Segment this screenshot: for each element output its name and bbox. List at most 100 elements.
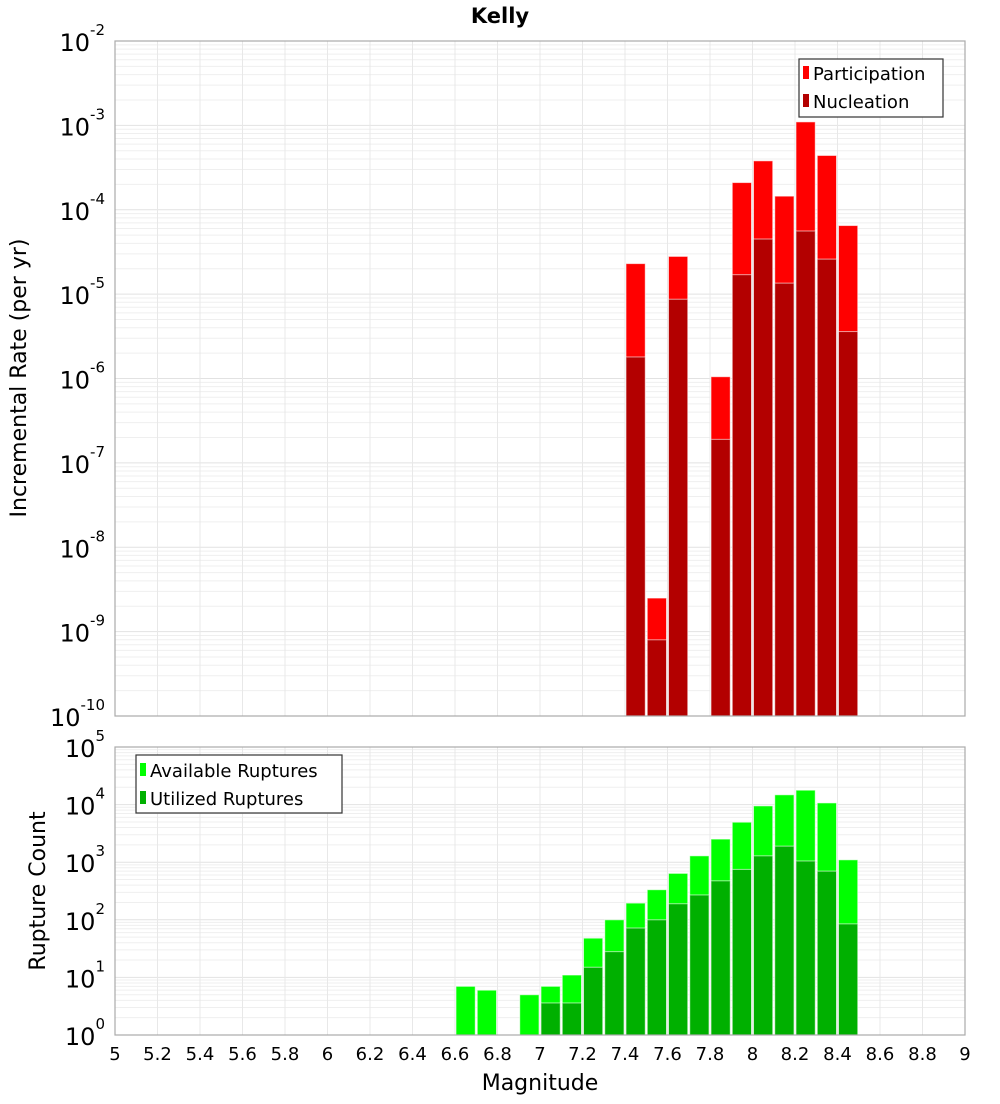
bar-nucleation: [838, 331, 859, 717]
y-tick-label: 10-8: [59, 527, 105, 563]
legend-swatch-available: [140, 763, 146, 776]
y-tick-base: 10: [59, 451, 90, 479]
plot-border: [114, 746, 966, 1036]
y-tick-base: 10: [65, 735, 96, 763]
x-tick-label: 5.2: [143, 1044, 172, 1065]
y-axis-label-bottom: Rupture Count: [26, 811, 51, 971]
x-tick-label: 5: [109, 1044, 120, 1065]
y-tick-label: 10-6: [59, 359, 105, 395]
x-tick-label: 5.4: [186, 1044, 215, 1065]
y-tick-exponent: 2: [95, 900, 105, 918]
x-tick-label: 8.8: [908, 1044, 937, 1065]
bar-utilized-ruptures: [753, 855, 774, 1036]
x-tick-label: 7.4: [611, 1044, 640, 1065]
bar-utilized-ruptures: [774, 845, 795, 1036]
y-tick-base: 10: [59, 198, 90, 226]
bar-utilized-ruptures: [540, 1002, 561, 1036]
y-tick-label: 10-2: [59, 21, 105, 57]
bar-utilized-ruptures: [731, 868, 752, 1036]
legend-label-available: Available Ruptures: [150, 761, 318, 782]
legend-top: Participation Nucleation: [798, 58, 944, 118]
legend-bottom: Available Ruptures Utilized Ruptures: [135, 754, 343, 814]
bar-utilized-ruptures: [838, 923, 859, 1036]
y-tick-exponent: -3: [90, 105, 105, 123]
bar-utilized-ruptures: [583, 966, 604, 1036]
y-tick-label: 101: [65, 957, 105, 993]
y-tick-base: 10: [65, 965, 96, 993]
y-tick-base: 10: [59, 620, 90, 648]
y-tick-exponent: 1: [95, 957, 105, 975]
y-tick-label: 10-9: [59, 612, 105, 648]
bar-nucleation: [668, 298, 689, 717]
y-tick-exponent: -4: [90, 190, 105, 208]
y-tick-label: 100: [65, 1015, 105, 1051]
y-tick-label: 10-5: [59, 274, 105, 310]
x-tick-label: 5.6: [228, 1044, 257, 1065]
legend-label-utilized: Utilized Ruptures: [150, 789, 303, 810]
bar-available-ruptures: [519, 994, 540, 1036]
x-tick-label: 6.8: [483, 1044, 512, 1065]
y-tick-exponent: -9: [90, 612, 105, 630]
y-tick-base: 10: [59, 282, 90, 310]
x-tick-label: 8.2: [781, 1044, 810, 1065]
y-tick-exponent: -8: [90, 527, 105, 545]
x-tick-label: 6: [322, 1044, 333, 1065]
y-tick-label: 102: [65, 900, 105, 936]
x-tick-label: 8.4: [823, 1044, 852, 1065]
legend-label-nucleation: Nucleation: [813, 92, 909, 113]
y-tick-base: 10: [65, 793, 96, 821]
y-tick-label: 103: [65, 842, 105, 878]
bar-utilized-ruptures: [795, 860, 816, 1036]
y-tick-label: 10-10: [50, 696, 105, 732]
y-tick-base: 10: [59, 113, 90, 141]
bar-utilized-ruptures: [668, 903, 689, 1036]
y-tick-base: 10: [59, 29, 90, 57]
bar-utilized-ruptures: [646, 919, 667, 1036]
x-tick-label: 6.6: [441, 1044, 470, 1065]
bar-nucleation: [774, 282, 795, 717]
y-tick-exponent: 4: [95, 785, 105, 803]
bar-utilized-ruptures: [561, 1002, 582, 1036]
y-tick-exponent: 5: [95, 727, 105, 745]
y-tick-label: 10-4: [59, 190, 105, 226]
bar-utilized-ruptures: [625, 927, 646, 1036]
plot-border: [114, 40, 966, 717]
x-tick-label: 8: [747, 1044, 758, 1065]
legend-swatch-nucleation: [803, 94, 809, 107]
x-tick-label: 8.6: [866, 1044, 895, 1065]
legend-swatch-participation: [803, 66, 809, 79]
y-tick-base: 10: [65, 850, 96, 878]
y-tick-exponent: -6: [90, 359, 105, 377]
x-tick-label: 9: [959, 1044, 970, 1065]
x-tick-label: 6.4: [398, 1044, 427, 1065]
y-tick-label: 105: [65, 727, 105, 763]
legend-swatch-utilized: [140, 791, 146, 804]
y-tick-exponent: -7: [90, 443, 105, 461]
y-tick-base: 10: [59, 367, 90, 395]
bar-nucleation: [731, 274, 752, 717]
bar-nucleation: [625, 356, 646, 717]
y-tick-label: 10-7: [59, 443, 105, 479]
x-axis-label: Magnitude: [482, 1071, 599, 1096]
y-tick-label: 104: [65, 785, 105, 821]
x-tick-label: 7: [534, 1044, 545, 1065]
bar-nucleation: [795, 230, 816, 717]
y-tick-base: 10: [65, 908, 96, 936]
bar-utilized-ruptures: [816, 870, 837, 1036]
y-axis-label-top: Incremental Rate (per yr): [7, 239, 32, 518]
bar-nucleation: [753, 238, 774, 717]
bar-available-ruptures: [476, 989, 497, 1036]
y-tick-exponent: 0: [95, 1015, 105, 1033]
y-tick-base: 10: [50, 704, 81, 732]
y-tick-exponent: -2: [90, 21, 105, 39]
bar-available-ruptures: [455, 985, 476, 1036]
x-tick-label: 6.2: [356, 1044, 385, 1065]
y-tick-base: 10: [65, 1023, 96, 1051]
bar-utilized-ruptures: [604, 951, 625, 1036]
bar-nucleation: [710, 438, 731, 717]
x-tick-label: 5.8: [271, 1044, 300, 1065]
legend-label-participation: Participation: [813, 64, 925, 85]
